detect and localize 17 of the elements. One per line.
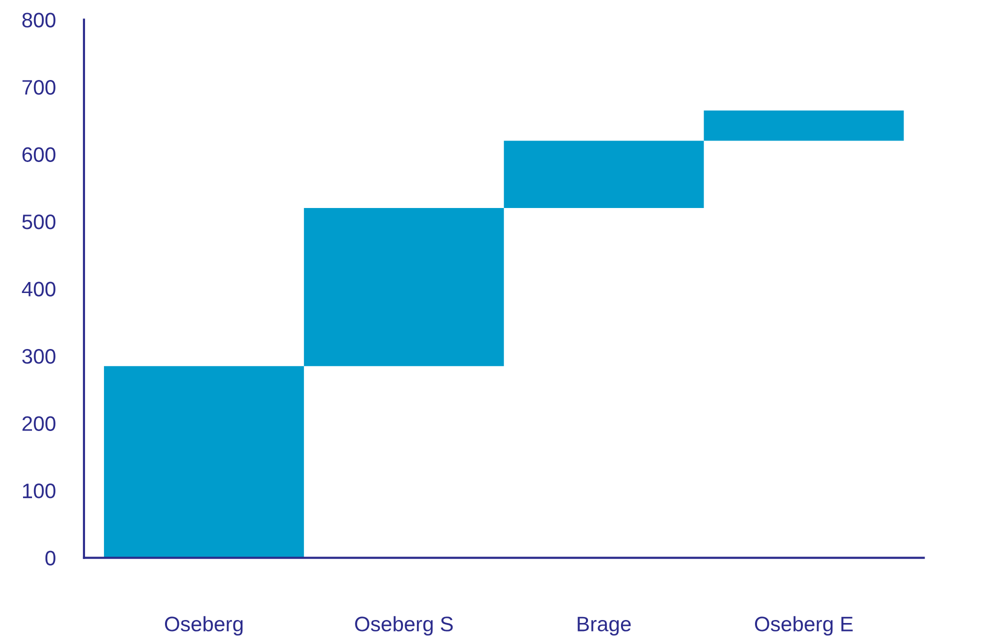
- x-tick-label: Brage: [578, 616, 631, 636]
- bar: [304, 208, 504, 366]
- bar: [104, 366, 304, 558]
- y-tick-label: 400: [22, 282, 56, 296]
- y-tick-label: 800: [22, 12, 56, 28]
- y-tick-label: 500: [22, 214, 56, 230]
- y-tick-label: 0: [45, 550, 56, 566]
- y-tick-label: 600: [22, 147, 56, 162]
- y-tick-label: 100: [23, 484, 56, 498]
- x-tick-label: Oseberg E: [755, 616, 853, 636]
- y-tick-label: 700: [22, 80, 56, 95]
- y-tick-label: 200: [22, 416, 56, 432]
- y-tick-label: 300: [22, 349, 56, 364]
- bar: [504, 140, 704, 208]
- x-tick-label: Oseberg: [164, 616, 243, 636]
- x-tick-label: Oseberg S: [355, 616, 453, 636]
- bar: [704, 110, 904, 141]
